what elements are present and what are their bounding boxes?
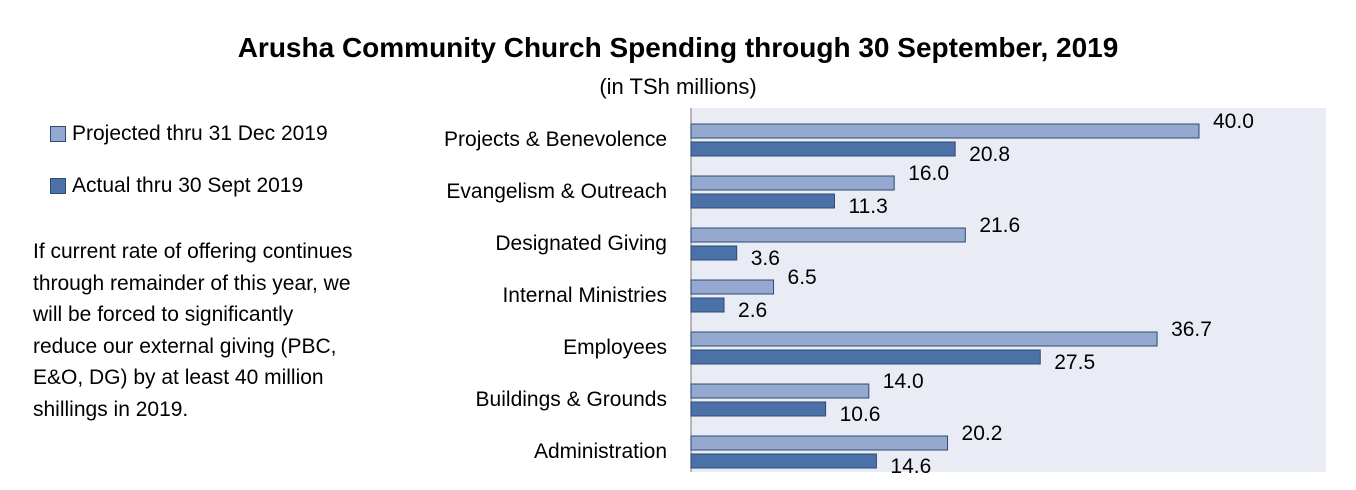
legend-item-projected: Projected thru 31 Dec 2019 [50,120,328,148]
data-label-actual: 14.6 [890,455,931,478]
legend-swatch-actual [50,178,66,194]
data-label-projected: 21.6 [979,214,1020,237]
data-label-projected: 36.7 [1171,318,1212,341]
data-label-actual: 3.6 [751,247,780,270]
bar-projected [690,279,775,295]
legend: Projected thru 31 Dec 2019 Actual thru 3… [50,120,328,224]
data-label-actual: 20.8 [969,143,1010,166]
bar-actual [690,349,1041,365]
category-label: Designated Giving [495,232,667,255]
bar-projected [690,227,966,243]
bar-actual [690,401,827,417]
bar-projected [690,331,1158,347]
data-label-actual: 27.5 [1054,351,1095,374]
category-label: Administration [534,440,667,463]
legend-label-actual: Actual thru 30 Sept 2019 [72,174,304,197]
data-label-projected: 6.5 [788,266,817,289]
bar-projected [690,123,1200,139]
bar-projected [690,175,895,191]
chart-title: Arusha Community Church Spending through… [237,32,1119,63]
bar-projected [690,435,949,451]
data-label-actual: 11.3 [849,195,888,218]
data-label-projected: 40.0 [1213,110,1254,133]
category-label: Internal Ministries [502,284,667,307]
category-label: Evangelism & Outreach [446,180,667,203]
category-label: Employees [563,336,667,359]
data-label-projected: 20.2 [962,422,1003,445]
data-label-projected: 14.0 [883,370,924,393]
legend-item-actual: Actual thru 30 Sept 2019 [50,172,328,200]
category-label: Projects & Benevolence [444,128,667,151]
note-text: If current rate of offering continues th… [33,240,353,421]
bar-actual [690,193,836,209]
bar-actual [690,297,725,313]
category-label: Buildings & Grounds [476,388,667,411]
data-label-actual: 2.6 [738,299,767,322]
chart-subtitle: (in TSh millions) [599,74,757,99]
bar-projected [690,383,870,399]
bar-actual [690,453,877,469]
bar-actual [690,141,956,157]
bar-actual [690,245,738,261]
data-label-actual: 10.6 [840,403,881,426]
legend-swatch-projected [50,126,66,142]
data-label-projected: 16.0 [908,162,949,185]
legend-label-projected: Projected thru 31 Dec 2019 [72,122,328,145]
